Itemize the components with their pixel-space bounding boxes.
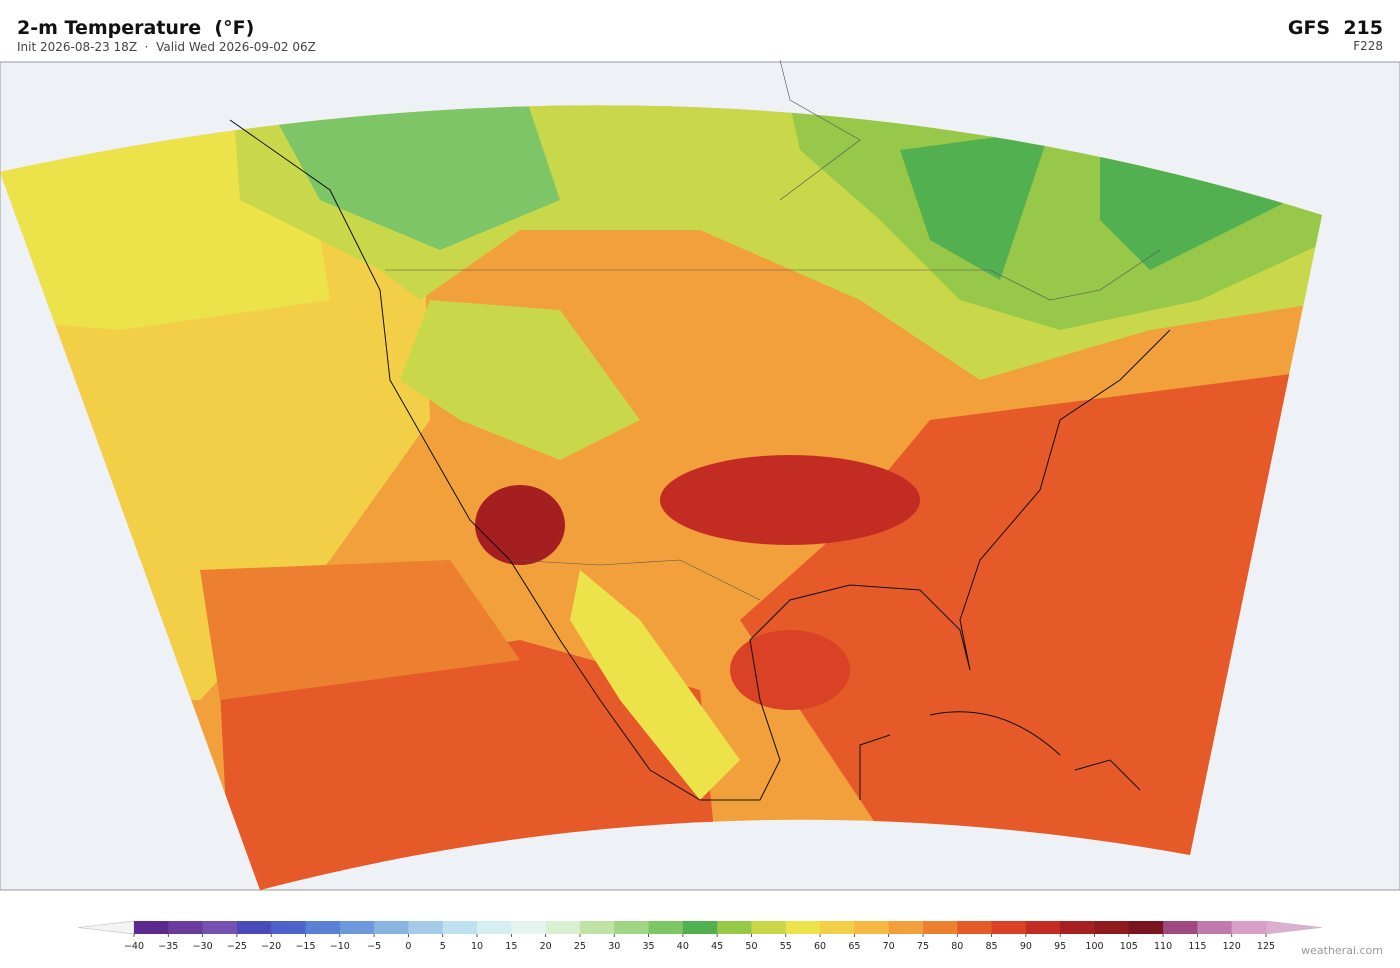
- colorbar-bin: [202, 921, 238, 934]
- colorbar-tick-label: 30: [608, 941, 620, 952]
- colorbar-tick-label: −5: [367, 941, 381, 952]
- colorbar-tick-label: −25: [227, 941, 247, 952]
- colorbar-tick-label: −35: [158, 941, 178, 952]
- title: 2-m Temperature (°F): [17, 17, 254, 39]
- colorbar-bin: [339, 921, 375, 934]
- colorbar-tick-label: 0: [405, 941, 411, 952]
- map: [0, 59, 1400, 891]
- colorbar-tick-label: 125: [1257, 941, 1275, 952]
- colorbar-bin: [957, 921, 993, 934]
- colorbar-bin: [888, 921, 924, 934]
- colorbar-extend-high: [1265, 920, 1323, 935]
- colorbar-tick-label: 15: [505, 941, 517, 952]
- colorbar-tick-label: 115: [1188, 941, 1206, 952]
- colorbar-tick-label: 60: [814, 941, 826, 952]
- colorbar-tick-label: 85: [986, 941, 998, 952]
- colorbar-bin: [1094, 921, 1130, 934]
- colorbar-bin: [785, 921, 821, 934]
- colorbar-bin: [545, 921, 581, 934]
- colorbar: −40 −35 −30 −25 −20 −15 −10 −5 0 5 10 15 20 25 30 35 40 4…: [77, 920, 1323, 952]
- colorbar-bin: [648, 921, 684, 934]
- colorbar-bin: [442, 921, 478, 934]
- colorbar-extend-low: [77, 920, 135, 935]
- colorbar-bin: [820, 921, 855, 934]
- colorbar-bin: [374, 921, 409, 934]
- colorbar-tick-label: −30: [193, 941, 213, 952]
- colorbar-tick-label: 25: [574, 941, 586, 952]
- colorbar-tick-label: 75: [917, 941, 929, 952]
- colorbar-bin: [717, 921, 752, 934]
- colorbar-tick-label: 35: [642, 941, 654, 952]
- coastlines: [229, 119, 1171, 801]
- colorbar-bin: [1025, 921, 1061, 934]
- colorbar-tick-label: 50: [745, 941, 757, 952]
- colorbar-tick-label: 70: [883, 941, 895, 952]
- colorbar-tick-label: 5: [440, 941, 446, 952]
- colorbar-tick-label: −15: [295, 941, 315, 952]
- colorbar-bin: [1231, 921, 1267, 934]
- colorbar-tick-label: 90: [1020, 941, 1032, 952]
- colorbar-bin: [1128, 921, 1164, 934]
- colorbar-tick-label: 110: [1154, 941, 1172, 952]
- colorbar-tick-label: 120: [1223, 941, 1241, 952]
- colorbar-bin: [477, 921, 512, 934]
- colorbar-bin: [1197, 921, 1233, 934]
- colorbar-tick-label: 20: [540, 941, 552, 952]
- colorbar-tick-label: 65: [848, 941, 860, 952]
- colorbar-bin: [408, 921, 444, 934]
- colorbar-bin: [271, 921, 307, 934]
- subtitle: Init 2026-08-23 18Z · Valid Wed 2026-09-…: [17, 40, 316, 54]
- colorbar-tick-label: 40: [677, 941, 689, 952]
- colorbar-bin: [1163, 921, 1198, 934]
- colorbar-bin: [682, 921, 718, 934]
- colorbar-bin: [751, 921, 787, 934]
- forecast-hour: F228: [1353, 39, 1383, 53]
- colorbar-tick-label: 80: [951, 941, 963, 952]
- colorbar-tick-label: 95: [1054, 941, 1066, 952]
- colorbar-tick-label: −20: [261, 941, 281, 952]
- colorbar-bin: [579, 921, 615, 934]
- colorbar-bin: [168, 921, 204, 934]
- colorbar-tick-label: 45: [711, 941, 723, 952]
- colorbar-tick-label: 105: [1120, 941, 1138, 952]
- colorbar-bin: [236, 921, 272, 934]
- colorbar-tick-label: 55: [780, 941, 792, 952]
- colorbar-tick-label: 10: [471, 941, 483, 952]
- credit: weatherai.com: [1301, 944, 1383, 957]
- colorbar-bin: [511, 921, 547, 934]
- colorbar-bin: [854, 921, 890, 934]
- colorbar-tick-label: −40: [124, 941, 144, 952]
- colorbar-bin: [305, 921, 341, 934]
- model: GFS 215: [1288, 17, 1383, 39]
- colorbar-bin: [1060, 921, 1095, 934]
- colorbar-bin: [614, 921, 650, 934]
- colorbar-bin: [922, 921, 958, 934]
- colorbar-tick-label: 100: [1085, 941, 1103, 952]
- colorbar-bin: [991, 921, 1027, 934]
- colorbar-tick-label: −10: [330, 941, 350, 952]
- borders: [385, 59, 1161, 601]
- colorbar-bin: [134, 921, 169, 934]
